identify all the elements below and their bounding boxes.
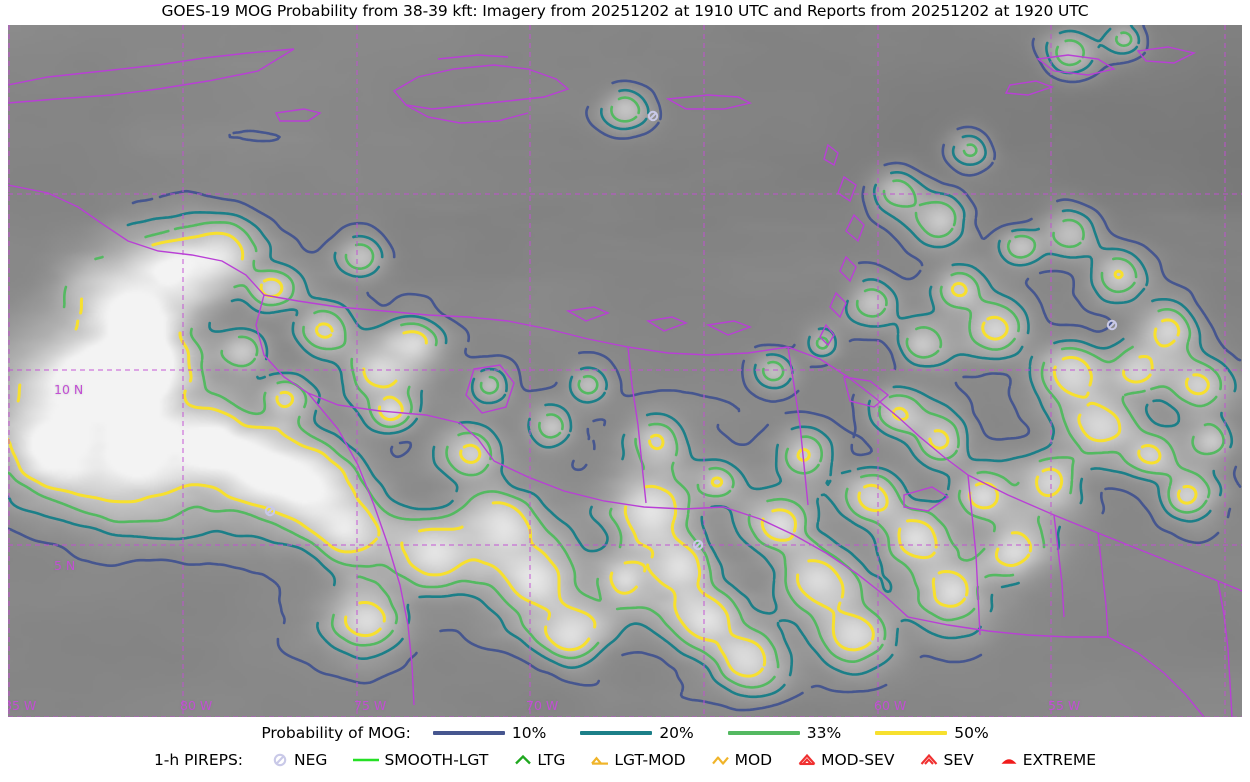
graticule xyxy=(8,25,1242,717)
ltg-chevron-icon xyxy=(515,754,532,765)
legend-item-10: 10% xyxy=(432,724,547,742)
pirep-item-ltg: LTG xyxy=(512,751,565,769)
pirep-label-sev: SEV xyxy=(943,751,974,769)
legend-item-20: 20% xyxy=(580,724,694,742)
pirep-label-mod-sev: MOD-SEV xyxy=(821,751,895,769)
extreme-filled-triangle-icon xyxy=(1001,759,1017,764)
pirep-item-mod: MOD xyxy=(710,751,773,769)
pirep-label-extreme: EXTREME xyxy=(1022,751,1097,769)
pirep-item-mod-sev: MOD-SEV xyxy=(796,751,894,769)
line-swatch-icon xyxy=(875,731,948,735)
pirep-item-smooth-lgt: SMOOTH-LGT xyxy=(351,751,488,769)
pirep-item-extreme: EXTREME xyxy=(998,751,1096,769)
legend-value-20: 20% xyxy=(659,724,694,742)
line-swatch-icon xyxy=(580,731,653,735)
pirep-item-neg: NEG xyxy=(269,751,327,769)
pirep-item-sev: SEV xyxy=(918,751,974,769)
legend: Probability of MOG: 10% 20% 33% 50% 1- xyxy=(0,717,1250,782)
line-swatch-icon xyxy=(727,731,800,735)
pirep-item-lgt-mod: LGT-MOD xyxy=(589,751,686,769)
sev-double-chevron-icon xyxy=(921,753,938,765)
map-panel[interactable]: 10 N5 N85 W80 W75 W70 W60 W55 W xyxy=(8,25,1242,717)
mod-sev-double-chevron-base-icon xyxy=(798,753,816,766)
lgt-mod-chevron-base-icon xyxy=(591,756,609,765)
pirep-label-ltg: LTG xyxy=(537,751,566,769)
page-title: GOES-19 MOG Probability from 38-39 kft: … xyxy=(161,2,1089,20)
pirep-label-mod: MOD xyxy=(734,751,773,769)
legend-item-33: 33% xyxy=(727,724,842,742)
contour-level-50 xyxy=(8,231,1210,678)
pirep-label-smooth-lgt: SMOOTH-LGT xyxy=(384,751,489,769)
contour-level-33 xyxy=(8,31,1225,689)
line-swatch-icon xyxy=(432,731,505,735)
legend-probability-label: Probability of MOG: xyxy=(261,724,411,742)
legend-row-pireps: 1-h PIREPS: NEG SMOOTH-LGT LT xyxy=(0,747,1250,773)
legend-value-10: 10% xyxy=(511,724,547,742)
satellite-imagery xyxy=(8,25,1242,717)
legend-item-50: 50% xyxy=(875,724,989,742)
contour-level-10 xyxy=(8,25,1242,712)
coastlines xyxy=(8,46,1242,717)
smooth-lgt-line-icon xyxy=(353,758,380,762)
pirep-markers xyxy=(264,110,1118,551)
pirep-label-neg: NEG xyxy=(294,751,328,769)
mod-chevron-icon xyxy=(711,756,729,765)
probability-contours xyxy=(8,25,1242,712)
neg-circle-slash-icon xyxy=(273,753,287,767)
legend-pireps-label: 1-h PIREPS: xyxy=(153,751,244,769)
legend-value-33: 33% xyxy=(806,724,842,742)
legend-row-probability: Probability of MOG: 10% 20% 33% 50% xyxy=(0,721,1250,745)
map-vector-overlay xyxy=(8,25,1242,717)
pirep-label-lgt-mod: LGT-MOD xyxy=(614,751,686,769)
legend-value-50: 50% xyxy=(954,724,989,742)
